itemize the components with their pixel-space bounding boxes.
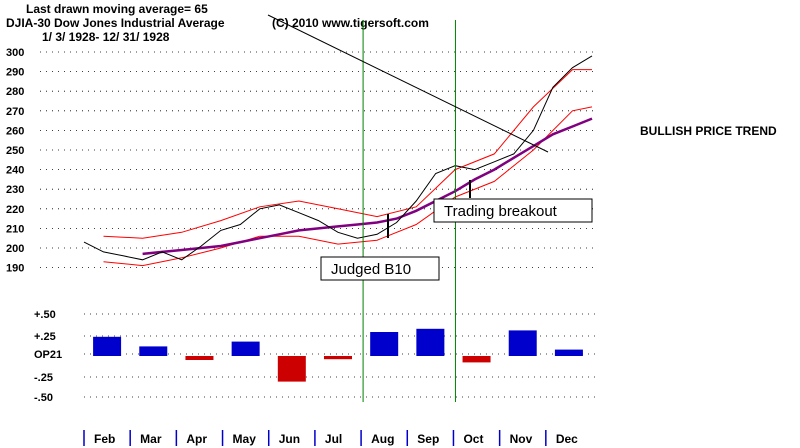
y-tick-label: 190 [6,263,24,275]
osc-bar [139,346,168,356]
osc-tick-label: OP21 [34,349,62,361]
breakout-box [433,198,593,223]
y-tick-label: 200 [6,243,24,255]
y-tick-label: 250 [6,145,24,157]
y-tick-label: 280 [6,86,24,98]
month-label: Feb [94,432,115,446]
month-label: Apr [186,432,207,446]
moving-average-line [142,117,593,256]
osc-bar [324,356,352,360]
upper-band-line [103,69,592,239]
osc-tick-label: +.25 [34,331,56,343]
osc-tick-label: -.50 [34,392,53,404]
month-label: May [233,432,257,446]
y-tick-label: 210 [6,223,24,235]
y-tick-label: 300 [6,47,24,59]
y-tick-label: 220 [6,204,24,216]
osc-bar [231,341,260,356]
month-label: Mar [140,432,162,446]
chart-header: Last drawn moving average= 65 DJIA-30 Do… [6,2,429,44]
osc-tick-label: -.25 [34,372,53,384]
ticker-label: DJIA-30 Dow Jones Industrial Average [6,16,225,30]
y-tick-label: 240 [6,165,24,177]
osc-bar [93,336,122,356]
month-label: Oct [463,432,483,446]
month-label: Sep [417,432,439,446]
last-ma-label: Last drawn moving average= 65 [26,2,208,16]
pointer-line [267,14,549,153]
osc-bar [416,328,445,356]
y-tick-label: 230 [6,184,24,196]
copyright-label: (C) 2010 www.tigersoft.com [272,16,429,30]
month-label: Dec [556,432,578,446]
b10-label: Judged B10 [331,261,411,278]
price-line [83,55,593,261]
b10-box [320,256,440,281]
breakout-label: Trading breakout [444,203,558,220]
osc-bar [554,349,583,356]
month-label: Jun [279,432,300,446]
side-label: BULLISH PRICE TREND [640,124,777,138]
annotations: Trading breakout Judged B10 [320,198,593,281]
osc-bar [508,330,537,356]
osc-bar [277,356,306,382]
month-label: Jul [325,432,342,446]
osc-tick-label: +.50 [34,309,56,321]
y-tick-label: 260 [6,125,24,137]
date-range-label: 1/ 3/ 1928- 12/ 31/ 1928 [42,30,170,44]
month-label: Aug [371,432,394,446]
osc-bar [462,356,491,363]
y-tick-label: 270 [6,106,24,118]
month-label: Nov [510,432,533,446]
osc-bar [185,356,214,360]
lower-band-line [103,106,593,267]
y-tick-label: 290 [6,67,24,79]
osc-bar [370,332,399,356]
